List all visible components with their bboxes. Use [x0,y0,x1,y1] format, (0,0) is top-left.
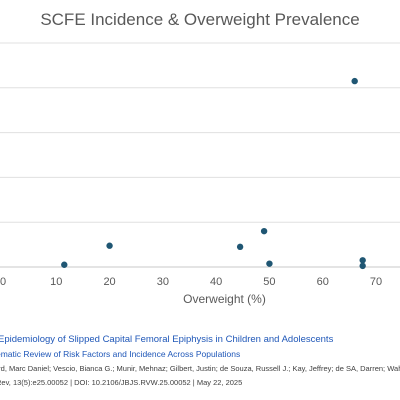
x-tick-label-0: 0 [0,276,6,288]
x-tick-label-70: 70 [370,276,382,288]
article-authors: ard, Marc Daniel; Vescio, Bianca G.; Mun… [0,364,400,373]
source-caption: Epidemiology of Slipped Capital Femoral … [0,333,400,389]
x-tick-label-10: 10 [50,276,62,288]
data-point-5 [351,77,358,85]
article-subtitle[interactable]: ematic Review of Risk Factors and Incide… [0,349,241,359]
x-axis-title: Overweight (%) [183,292,266,306]
x-tick-label-50: 50 [263,276,275,288]
x-tick-label-30: 30 [157,276,169,288]
x-tick-labels: 0 10 20 30 40 50 60 70 [0,276,382,288]
chart-title: SCFE Incidence & Overweight Prevalence [40,10,360,29]
data-point-4 [266,260,273,267]
scatter-chart: 0 10 20 30 40 50 60 70 Overweight (%) [0,42,400,306]
data-point-6 [359,257,366,264]
data-point-1 [106,242,113,249]
article-title[interactable]: Epidemiology of Slipped Capital Femoral … [0,334,334,345]
x-tick-label-60: 60 [317,276,329,288]
data-point-2 [236,243,244,251]
article-citation: Rev, 13(5):e25.00052 | DOI: 10.2106/JBJS… [0,378,243,387]
data-point-0 [61,261,68,268]
gridlines [0,42,400,268]
data-point-7 [359,262,366,270]
data-point-3 [260,227,268,235]
x-tick-label-40: 40 [210,276,222,288]
data-points [61,77,366,270]
x-tick-label-20: 20 [103,276,115,288]
